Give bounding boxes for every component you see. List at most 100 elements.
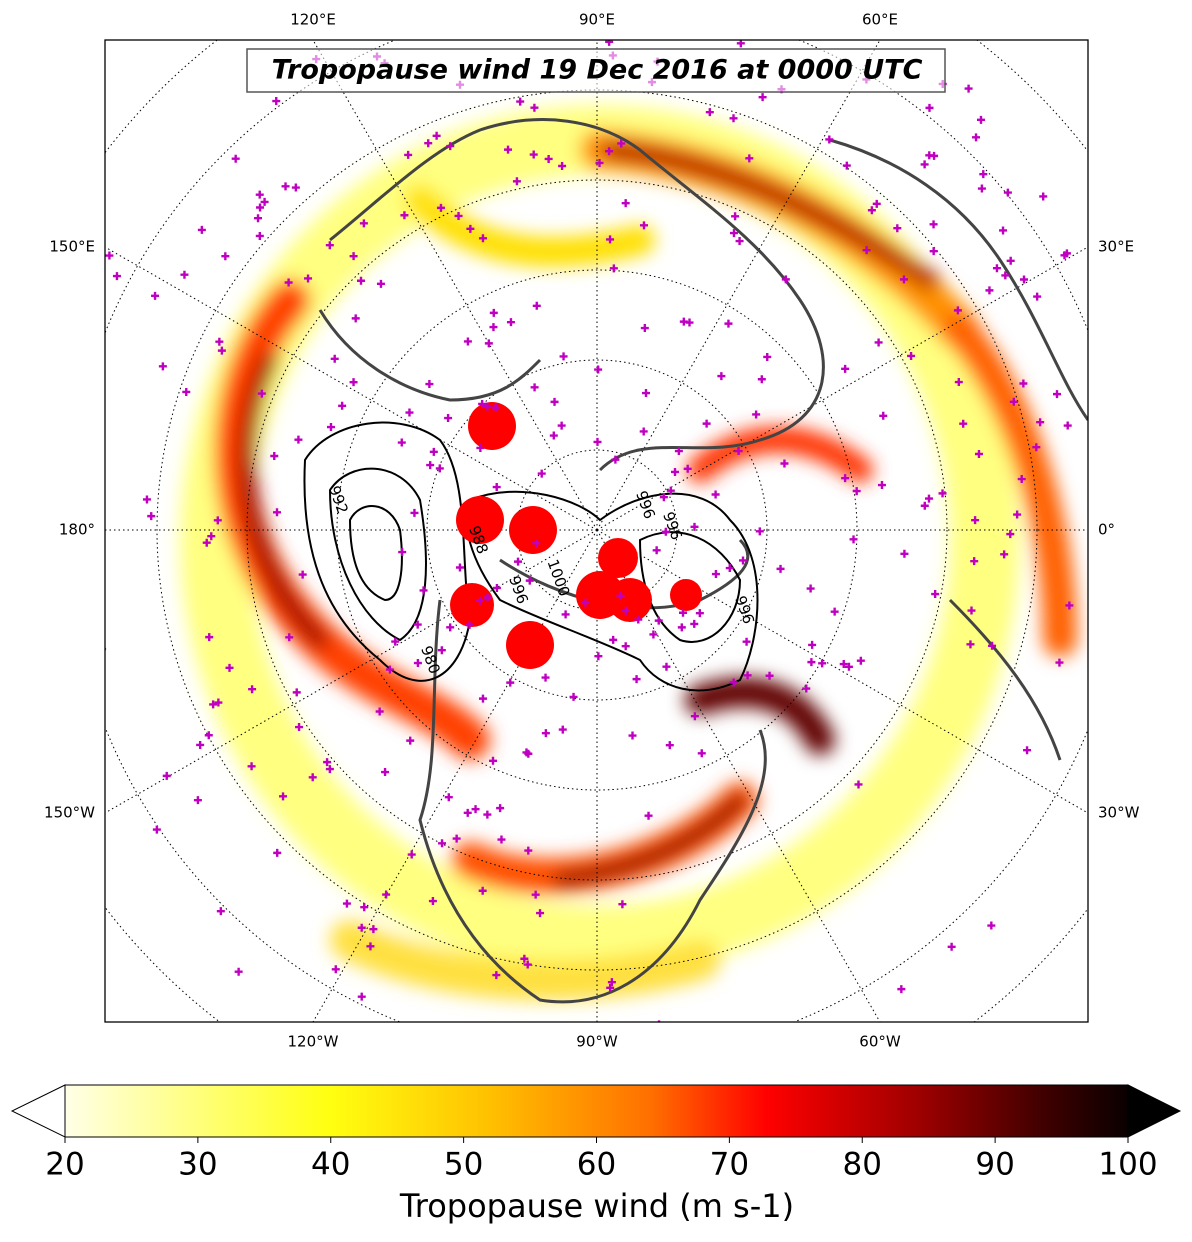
station <box>519 1 527 9</box>
station <box>920 501 929 510</box>
title-box <box>246 48 946 93</box>
station <box>1169 568 1177 576</box>
station <box>839 660 848 669</box>
station <box>967 606 976 615</box>
station <box>665 741 674 750</box>
station <box>736 40 745 48</box>
station <box>1006 530 1015 539</box>
station <box>478 694 487 703</box>
lon-label: 60°E <box>862 11 898 29</box>
station <box>281 182 290 191</box>
station <box>273 848 282 857</box>
station <box>537 469 546 478</box>
station <box>331 965 340 974</box>
station <box>1063 421 1072 430</box>
station <box>807 658 816 667</box>
station <box>214 698 223 707</box>
station <box>471 805 480 814</box>
station <box>357 923 366 932</box>
station <box>438 839 447 848</box>
station <box>607 978 616 987</box>
station <box>609 635 618 644</box>
station <box>618 900 627 909</box>
station <box>862 246 871 255</box>
station <box>852 487 861 496</box>
station <box>874 338 883 347</box>
station <box>640 324 649 333</box>
station <box>1109 648 1117 656</box>
station <box>478 400 487 409</box>
station <box>356 15 364 23</box>
station <box>413 659 422 668</box>
station <box>765 671 774 680</box>
station <box>872 199 881 208</box>
station <box>999 226 1008 235</box>
station <box>925 151 934 160</box>
station <box>182 387 191 396</box>
station <box>818 659 827 668</box>
station <box>1009 397 1018 406</box>
station <box>147 512 156 521</box>
lon-label: 30°E <box>1098 238 1134 256</box>
station <box>478 234 487 243</box>
station <box>506 678 515 687</box>
station <box>516 97 525 106</box>
station <box>279 792 288 801</box>
station <box>594 365 603 374</box>
station <box>924 494 933 503</box>
station <box>197 225 206 234</box>
station <box>489 323 498 332</box>
station <box>985 286 994 295</box>
station <box>255 190 264 199</box>
station <box>248 685 257 694</box>
station <box>644 811 653 820</box>
station <box>444 793 453 802</box>
station <box>489 308 498 317</box>
station <box>743 671 752 680</box>
station <box>977 184 986 193</box>
station <box>37 682 45 690</box>
station <box>357 992 366 1001</box>
station <box>530 383 539 392</box>
station <box>647 1071 655 1079</box>
station <box>435 464 444 473</box>
colorbar-tick-label: 20 <box>45 1147 84 1183</box>
station <box>735 237 744 246</box>
station <box>609 264 618 273</box>
station <box>938 489 947 498</box>
station <box>841 474 850 483</box>
station <box>677 623 686 632</box>
station <box>641 389 650 398</box>
station <box>478 886 487 895</box>
colorbar-label: Tropopause wind (m s-1) <box>399 1187 794 1225</box>
station <box>202 538 211 547</box>
station <box>557 421 566 430</box>
station <box>385 665 394 674</box>
station <box>436 203 445 212</box>
station <box>825 135 834 144</box>
colorbar-tick-label: 30 <box>178 1147 217 1183</box>
station <box>112 272 121 281</box>
station <box>780 459 789 468</box>
station <box>695 609 704 618</box>
station <box>497 835 506 844</box>
station <box>907 351 916 360</box>
station <box>690 619 699 628</box>
station <box>893 224 902 233</box>
colorbar-tick-label: 50 <box>444 1147 483 1183</box>
map-frame <box>104 39 1089 1023</box>
station <box>284 278 293 287</box>
station <box>931 590 940 599</box>
station <box>426 461 435 470</box>
station <box>484 339 493 348</box>
station <box>558 725 567 734</box>
station <box>594 652 603 661</box>
station <box>483 810 492 819</box>
station <box>323 758 332 767</box>
station <box>992 264 1001 273</box>
station <box>763 352 772 361</box>
station <box>389 31 397 39</box>
station <box>413 620 422 629</box>
station <box>308 773 317 782</box>
station <box>234 967 243 976</box>
